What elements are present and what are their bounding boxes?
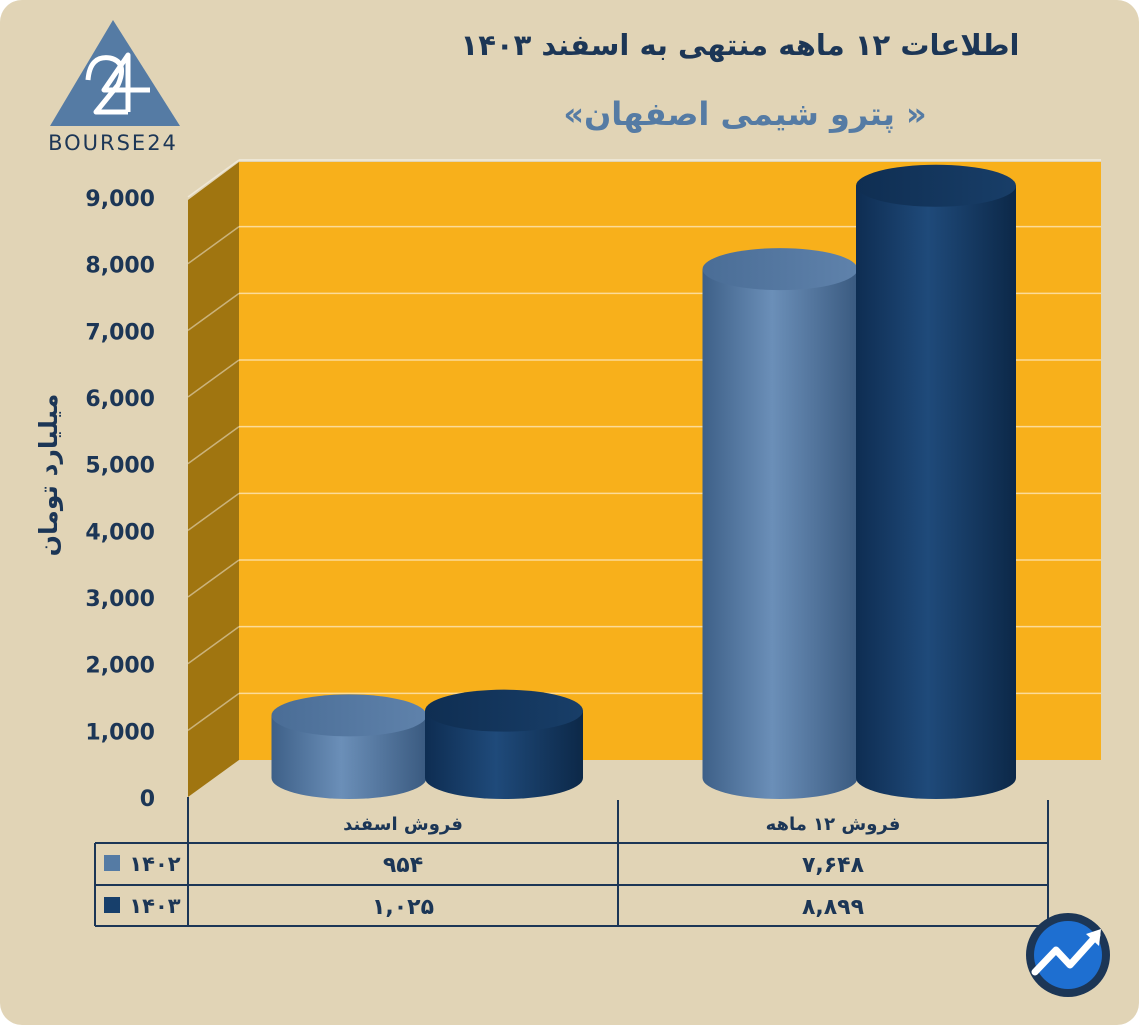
gridline-side xyxy=(187,692,240,731)
bourse24-logo: BOURSE24 xyxy=(48,20,180,155)
legend-swatch-1403 xyxy=(104,897,120,913)
bar-1-0 xyxy=(702,248,858,800)
y-tick-label: 4,000 xyxy=(85,520,155,545)
y-axis-ticks: 0 1,000 2,000 3,000 4,000 5,000 6,000 7,000 8,00… xyxy=(85,187,155,812)
y-tick-label: 5,000 xyxy=(85,454,155,479)
chart-subtitle: « پترو شیمی اصفهان» xyxy=(563,95,926,133)
gridline-side xyxy=(187,226,240,265)
bar-0-1 xyxy=(425,689,583,799)
data-label: ۱,۰۲۵ xyxy=(372,895,434,920)
y-tick-label: 6,000 xyxy=(85,387,155,412)
bar-1-1 xyxy=(856,164,1016,799)
data-table: فروش اسفند فروش ۱۲ ماهه ۱۴۰۲ ۱۴۰۳ ۹۵۴ ۷,… xyxy=(94,797,1049,927)
data-label: ۸,۸۹۹ xyxy=(802,895,864,920)
data-label: ۷,۶۴۸ xyxy=(802,853,865,878)
legend-label-1403: ۱۴۰۳ xyxy=(129,894,180,918)
y-tick-label: 9,000 xyxy=(85,187,155,212)
logo-24-mark-icon xyxy=(85,52,150,115)
bar-top xyxy=(425,689,583,732)
legend-swatch-1402 xyxy=(104,855,120,871)
bars xyxy=(271,164,1016,800)
bar-body xyxy=(271,715,427,799)
trend-arrow-icon xyxy=(1026,913,1110,997)
data-label: ۹۵۴ xyxy=(383,853,423,878)
gridline-side xyxy=(187,559,240,598)
gridline-side xyxy=(187,359,240,398)
gridline-side xyxy=(187,626,240,665)
category-label: فروش ۱۲ ماهه xyxy=(766,814,901,835)
gridline-side xyxy=(187,159,240,198)
bar-body xyxy=(702,269,858,800)
bar-body xyxy=(856,185,1016,799)
chart-title: اطلاعات ۱۲ ماهه منتهی به اسفند ۱۴۰۳ xyxy=(461,28,1020,62)
bar-0-0 xyxy=(271,694,427,799)
gridline-side xyxy=(187,426,240,465)
y-tick-label: 1,000 xyxy=(85,720,155,745)
gridline-side xyxy=(187,492,240,531)
y-tick-label: 3,000 xyxy=(85,587,155,612)
y-axis-label: میلیارد تومان xyxy=(34,394,64,557)
plot-side-wall xyxy=(188,162,239,797)
legend-label-1402: ۱۴۰۲ xyxy=(129,852,180,876)
gridline-side xyxy=(187,292,240,331)
y-tick-label: 8,000 xyxy=(85,254,155,279)
y-tick-label: 2,000 xyxy=(85,654,155,679)
bar-top xyxy=(702,248,858,291)
y-tick-label: 0 xyxy=(140,787,155,812)
bar-body xyxy=(425,710,583,799)
logo-text: BOURSE24 xyxy=(48,131,178,155)
bar-top xyxy=(271,694,427,737)
bar-top xyxy=(856,164,1016,207)
y-tick-label: 7,000 xyxy=(85,320,155,345)
category-label: فروش اسفند xyxy=(343,814,463,835)
